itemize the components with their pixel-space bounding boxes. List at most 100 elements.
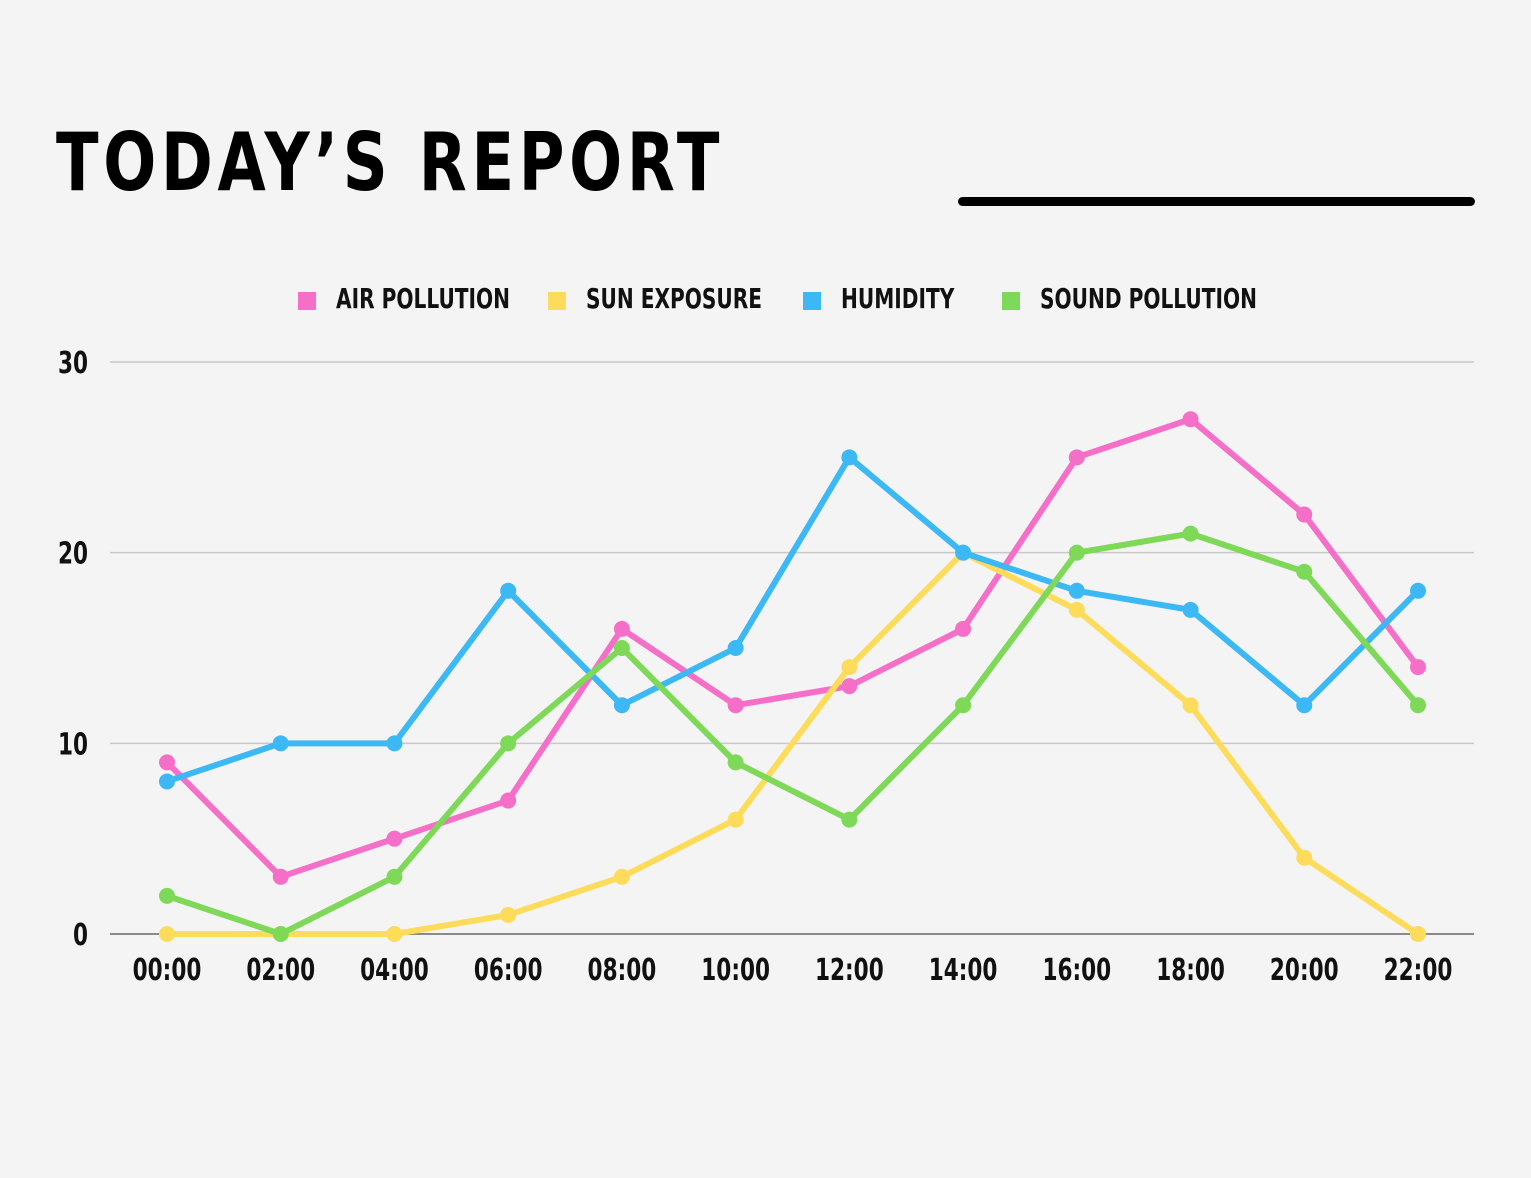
x-tick-label: 00:00 — [133, 954, 202, 988]
data-point — [727, 811, 744, 828]
data-point — [1182, 601, 1199, 618]
data-point — [1410, 926, 1426, 942]
x-tick-label-group: 02:00 — [246, 954, 315, 988]
series-line — [164, 416, 1421, 880]
x-tick-label: 12:00 — [815, 954, 884, 988]
x-tick-label-group: 08:00 — [588, 954, 657, 988]
data-point — [841, 449, 858, 466]
series-line — [164, 530, 1421, 937]
y-tick-label: 30 — [58, 347, 88, 381]
series-line — [164, 454, 1421, 785]
data-point — [386, 735, 403, 752]
x-tick-label: 10:00 — [701, 954, 770, 988]
title-underline — [958, 197, 1475, 206]
data-point — [727, 697, 744, 714]
data-point — [500, 792, 517, 809]
y-axis-ticks: 0 10 20 30 — [58, 347, 88, 953]
x-tick-label-group: 06:00 — [474, 954, 543, 988]
data-point — [272, 868, 289, 885]
x-tick-label: 18:00 — [1156, 954, 1225, 988]
legend-label: SUN EXPOSURE — [586, 282, 762, 315]
data-point — [1068, 449, 1085, 466]
legend-swatch — [298, 292, 316, 310]
grid-lines — [110, 361, 1474, 935]
data-point — [159, 926, 175, 942]
report-title: TODAY’S REPORT — [56, 116, 725, 209]
legend-swatch — [803, 292, 821, 310]
series-line — [164, 549, 1421, 937]
legend-label: SOUND POLLUTION — [1040, 282, 1257, 315]
x-axis-ticks: 00:00 02:00 04:00 06:00 08:00 10:00 12:00 14:00… — [133, 954, 1453, 988]
x-tick-label: 16:00 — [1042, 954, 1111, 988]
data-point — [1410, 582, 1426, 599]
data-point — [613, 697, 630, 714]
data-point — [500, 735, 517, 752]
data-point — [955, 544, 972, 561]
legend-label: AIR POLLUTION — [336, 282, 510, 315]
x-tick-label: 20:00 — [1270, 954, 1339, 988]
data-point — [1182, 411, 1199, 428]
y-tick-label-group: 10 — [58, 728, 88, 762]
legend: AIR POLLUTION SUN EXPOSURE HUMIDITY SOUND P… — [298, 282, 1257, 315]
data-point — [386, 830, 403, 847]
data-point — [386, 926, 403, 942]
data-point — [272, 735, 289, 752]
data-point — [841, 659, 858, 676]
legend-label: HUMIDITY — [841, 282, 955, 315]
legend-label-group: HUMIDITY — [841, 282, 955, 315]
data-point — [613, 640, 630, 656]
legend-label-group: SUN EXPOSURE — [586, 282, 762, 315]
legend-label-group: AIR POLLUTION — [336, 282, 510, 315]
data-point — [1410, 659, 1426, 676]
x-tick-label: 08:00 — [588, 954, 657, 988]
legend-swatch — [1002, 292, 1020, 310]
data-point — [159, 887, 175, 904]
data-point — [613, 868, 630, 885]
y-tick-label-group: 20 — [58, 537, 88, 571]
x-tick-label-group: 16:00 — [1042, 954, 1111, 988]
data-point — [500, 906, 517, 923]
data-point — [1296, 563, 1313, 580]
y-tick-label: 20 — [58, 537, 88, 571]
legend-swatch — [548, 292, 566, 310]
x-tick-label: 22:00 — [1384, 954, 1453, 988]
x-tick-label-group: 10:00 — [701, 954, 770, 988]
legend-label-group: SOUND POLLUTION — [1040, 282, 1257, 315]
data-point — [1182, 697, 1199, 714]
x-tick-label: 06:00 — [474, 954, 543, 988]
x-tick-label-group: 22:00 — [1384, 954, 1453, 988]
y-tick-label: 0 — [73, 919, 88, 953]
data-point — [1410, 697, 1426, 714]
data-point — [1068, 601, 1085, 618]
data-point — [1182, 525, 1199, 542]
x-tick-label-group: 20:00 — [1270, 954, 1339, 988]
data-point — [159, 773, 175, 790]
x-tick-label-group: 18:00 — [1156, 954, 1225, 988]
data-point — [955, 620, 972, 637]
x-tick-label: 14:00 — [929, 954, 998, 988]
data-point — [1068, 582, 1085, 599]
x-tick-label-group: 12:00 — [815, 954, 884, 988]
x-tick-label-group: 04:00 — [360, 954, 429, 988]
x-tick-label: 02:00 — [246, 954, 315, 988]
x-tick-label-group: 00:00 — [133, 954, 202, 988]
data-point — [727, 754, 744, 771]
data-point — [272, 926, 289, 942]
data-point — [386, 868, 403, 885]
data-point — [1296, 849, 1313, 866]
data-point — [613, 620, 630, 637]
y-tick-label-group: 30 — [58, 347, 88, 381]
data-point — [727, 640, 744, 656]
data-point — [159, 754, 175, 771]
data-point — [1296, 697, 1313, 714]
data-point — [841, 678, 858, 695]
y-tick-label: 10 — [58, 728, 88, 762]
y-tick-label-group: 0 — [73, 919, 88, 953]
data-point — [500, 582, 517, 599]
series-lines — [159, 411, 1426, 942]
data-point — [1068, 544, 1085, 561]
x-tick-label-group: 14:00 — [929, 954, 998, 988]
x-tick-label: 04:00 — [360, 954, 429, 988]
